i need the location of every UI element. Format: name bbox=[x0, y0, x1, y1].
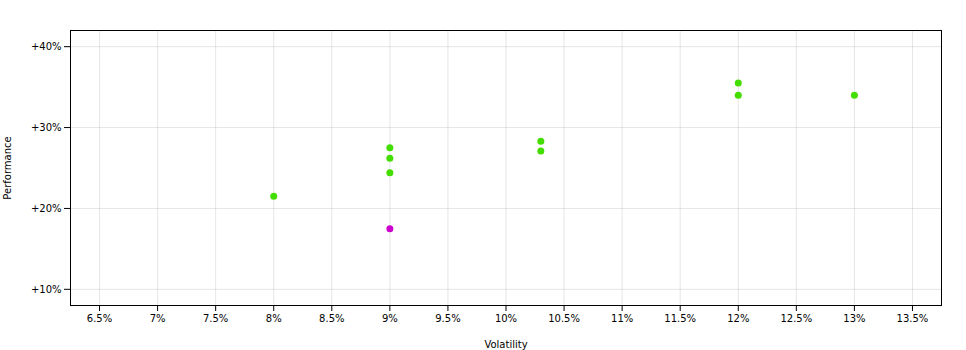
svg-text:11%: 11% bbox=[611, 313, 633, 324]
svg-text:7%: 7% bbox=[150, 313, 166, 324]
svg-text:8%: 8% bbox=[266, 313, 282, 324]
svg-text:9.5%: 9.5% bbox=[435, 313, 460, 324]
svg-text:+30%: +30% bbox=[31, 122, 62, 133]
svg-text:Performance: Performance bbox=[2, 136, 13, 199]
svg-text:12%: 12% bbox=[727, 313, 749, 324]
svg-text:6.5%: 6.5% bbox=[87, 313, 112, 324]
svg-text:8.5%: 8.5% bbox=[319, 313, 344, 324]
svg-text:+40%: +40% bbox=[31, 41, 62, 52]
svg-text:+20%: +20% bbox=[31, 203, 62, 214]
svg-text:10.5%: 10.5% bbox=[548, 313, 580, 324]
svg-text:10%: 10% bbox=[495, 313, 517, 324]
svg-text:9%: 9% bbox=[382, 313, 398, 324]
svg-text:13%: 13% bbox=[843, 313, 865, 324]
svg-text:Volatility: Volatility bbox=[484, 339, 527, 350]
svg-text:13.5%: 13.5% bbox=[897, 313, 929, 324]
svg-text:+10%: +10% bbox=[31, 284, 62, 295]
svg-text:7.5%: 7.5% bbox=[203, 313, 228, 324]
svg-text:11.5%: 11.5% bbox=[664, 313, 696, 324]
svg-text:12.5%: 12.5% bbox=[780, 313, 812, 324]
